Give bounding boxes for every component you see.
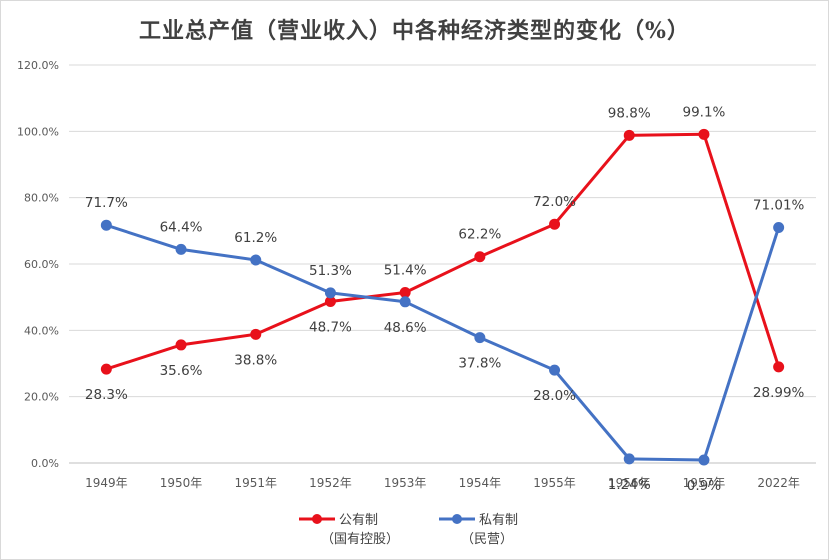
data-point [399,296,411,308]
y-tick-label: 60.0% [24,258,59,271]
x-tick-label: 1951年 [234,476,277,490]
data-point [175,243,187,255]
legend-label: 公有制 [339,513,378,528]
data-label: 64.4% [160,219,203,235]
legend-swatch-marker [312,514,322,524]
legend-label: 私有制 [479,513,518,528]
data-label: 72.0% [533,194,576,210]
data-point [399,287,411,299]
data-label: 71.01% [753,197,805,213]
chart-title: 工业总产值（营业收入）中各种经济类型的变化（%） [139,18,690,44]
x-tick-label: 1957年 [683,476,726,490]
y-tick-label: 20.0% [24,391,59,404]
x-tick-label: 2022年 [757,476,800,490]
data-label: 28.3% [85,387,128,403]
legend-label-sub: （国有控股） [321,532,399,547]
data-label: 48.7% [309,319,352,335]
data-point [100,363,112,375]
data-point [250,254,262,266]
data-label: 37.8% [458,356,501,372]
data-label: 71.7% [85,195,128,211]
data-point [773,221,785,233]
series-line-1 [104,132,781,371]
data-label: 61.2% [234,230,277,246]
data-point [250,328,262,340]
data-point [549,364,561,376]
data-label: 62.2% [458,227,501,243]
data-point [549,218,561,230]
data-point [698,454,710,466]
data-label: 99.1% [683,104,726,120]
series-line-2 [104,223,781,462]
data-label: 48.6% [384,320,427,336]
data-point [324,287,336,299]
data-label: 28.0% [533,388,576,404]
y-tick-label: 0.0% [31,457,59,470]
y-tick-label: 120.0% [17,59,59,72]
data-label: 28.99% [753,385,805,401]
data-point [474,251,486,263]
data-point [623,129,635,141]
legend-label-sub: （民营） [461,532,513,547]
data-label: 1.24% [608,477,651,493]
data-point [100,219,112,231]
data-point [175,339,187,351]
data-point [698,128,710,140]
data-label: 51.4% [384,263,427,279]
data-label: 35.6% [160,363,203,379]
data-label: 38.8% [234,352,277,368]
x-tick-label: 1952年 [309,476,352,490]
y-tick-label: 40.0% [24,324,59,337]
data-label: 98.8% [608,105,651,121]
data-point [474,332,486,344]
data-label: 0.9% [687,478,721,494]
x-tick-label: 1950年 [160,476,203,490]
legend-swatch-marker [452,514,462,524]
data-point [623,453,635,465]
x-tick-label: 1953年 [384,476,427,490]
data-point [773,361,785,373]
x-tick-label: 1956年 [608,476,651,490]
x-tick-label: 1955年 [533,476,576,490]
x-tick-label: 1954年 [459,476,502,490]
x-tick-label: 1949年 [85,476,128,490]
y-tick-label: 100.0% [17,125,59,138]
data-label: 51.3% [309,263,352,279]
y-tick-label: 80.0% [24,192,59,205]
